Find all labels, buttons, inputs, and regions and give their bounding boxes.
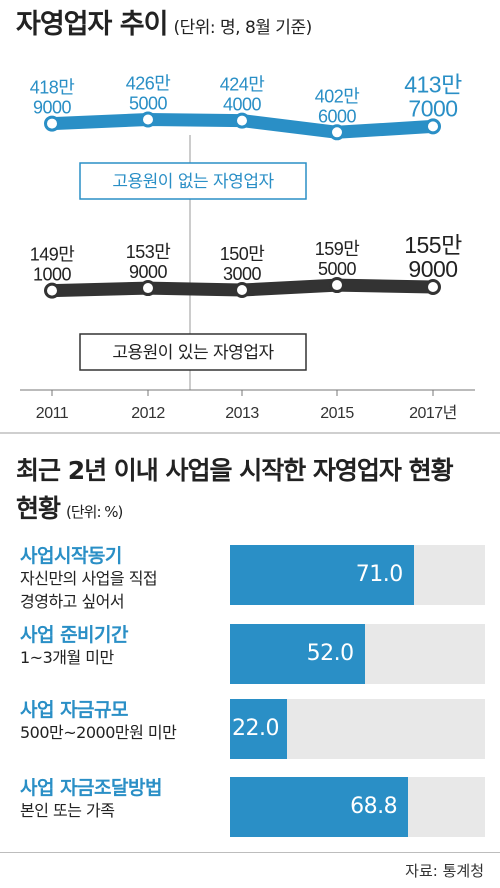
data-point bbox=[140, 111, 156, 128]
bottom-divider bbox=[0, 852, 500, 853]
bar-category-label: 사업시작동기 bbox=[20, 545, 122, 567]
bar-track: 68.8 bbox=[230, 777, 485, 837]
series-legend-box bbox=[79, 162, 307, 200]
line-chart-title-text: 자영업자 추이 bbox=[16, 9, 168, 40]
data-label: 9000 bbox=[408, 256, 457, 282]
data-point bbox=[44, 115, 60, 132]
data-label: 3000 bbox=[223, 264, 262, 284]
bar-fill bbox=[230, 545, 414, 605]
line-chart-unit-note: (단위: 명, 8월 기준) bbox=[173, 18, 312, 38]
x-tick-label: 2017년 bbox=[409, 404, 457, 420]
section-divider bbox=[0, 432, 500, 434]
bar-value-label: 52.0 bbox=[306, 641, 354, 666]
data-label: 5000 bbox=[129, 94, 168, 114]
bar-fill bbox=[230, 777, 409, 837]
bar-chart-unit-note: (단위: %) bbox=[66, 503, 123, 521]
data-point bbox=[329, 124, 345, 141]
bar-value-label: 71.0 bbox=[355, 562, 403, 587]
bar-fill bbox=[230, 624, 365, 684]
data-point bbox=[234, 112, 250, 129]
bar-description: 자신만의 사업을 직접 경영하고 싶어서 bbox=[20, 569, 158, 611]
data-label: 5000 bbox=[318, 259, 357, 279]
bar-value-label: 22.0 bbox=[232, 716, 279, 741]
data-label: 9000 bbox=[33, 98, 72, 118]
series-legend-label: 고용원이 없는 자영업자 bbox=[112, 172, 274, 192]
x-tick-label: 2013 bbox=[225, 405, 259, 420]
x-tick-label: 2011 bbox=[36, 405, 69, 420]
data-label: 155만 bbox=[404, 232, 462, 258]
data-label: 413만 bbox=[404, 71, 462, 97]
data-label: 1000 bbox=[33, 265, 72, 285]
bar-category-label: 사업 자금규모 bbox=[20, 699, 129, 721]
series-legend-label: 고용원이 있는 자영업자 bbox=[112, 343, 274, 363]
bar-fill bbox=[230, 699, 287, 759]
data-point bbox=[140, 280, 156, 297]
data-point bbox=[425, 278, 441, 295]
data-point bbox=[44, 282, 60, 299]
x-tick-label: 2012 bbox=[131, 405, 165, 420]
line-chart: 2011 2012 2013 2015 2017년418만9000426만5000424… bbox=[20, 71, 475, 420]
data-point bbox=[425, 118, 441, 135]
data-label: 153만 bbox=[126, 242, 171, 262]
data-point bbox=[329, 277, 345, 294]
source-note: 자료: 통계청 bbox=[405, 862, 484, 880]
bar-chart-title-line2: 현황 bbox=[16, 494, 61, 523]
line-chart-title: 자영업자 추이 (단위: 명, 8월 기준) bbox=[16, 2, 312, 41]
bar-category-label: 사업 준비기간 bbox=[20, 624, 129, 646]
bar-description: 500만~2000만원 미만 bbox=[20, 723, 177, 742]
bar-track: 22.0 bbox=[230, 699, 485, 759]
x-tick-label: 2015 bbox=[320, 405, 354, 420]
bar-track: 52.0 bbox=[230, 624, 485, 684]
series-legend-box bbox=[79, 333, 307, 371]
bar-value-label: 68.8 bbox=[350, 794, 398, 819]
bar-track: 71.0 bbox=[230, 545, 485, 605]
data-label: 402만 bbox=[315, 86, 360, 106]
bar-description: 본인 또는 가족 bbox=[20, 801, 115, 820]
data-point bbox=[234, 281, 250, 298]
data-label: 7000 bbox=[408, 95, 457, 121]
bar-category-label: 사업 자금조달방법 bbox=[20, 777, 162, 799]
bar-description: 1~3개월 미만 bbox=[20, 648, 114, 667]
bar-chart-title-text: 최근 2년 이내 사업을 시작한 자영업자 현황 bbox=[16, 456, 454, 485]
data-label: 150만 bbox=[220, 244, 265, 264]
data-label: 4000 bbox=[223, 95, 262, 115]
data-label: 149만 bbox=[30, 245, 75, 265]
data-label: 418만 bbox=[30, 78, 75, 98]
data-label: 426만 bbox=[126, 74, 171, 94]
data-label: 424만 bbox=[220, 75, 265, 95]
data-label: 9000 bbox=[129, 262, 168, 282]
data-label: 6000 bbox=[318, 106, 357, 126]
data-label: 159만 bbox=[315, 239, 360, 259]
